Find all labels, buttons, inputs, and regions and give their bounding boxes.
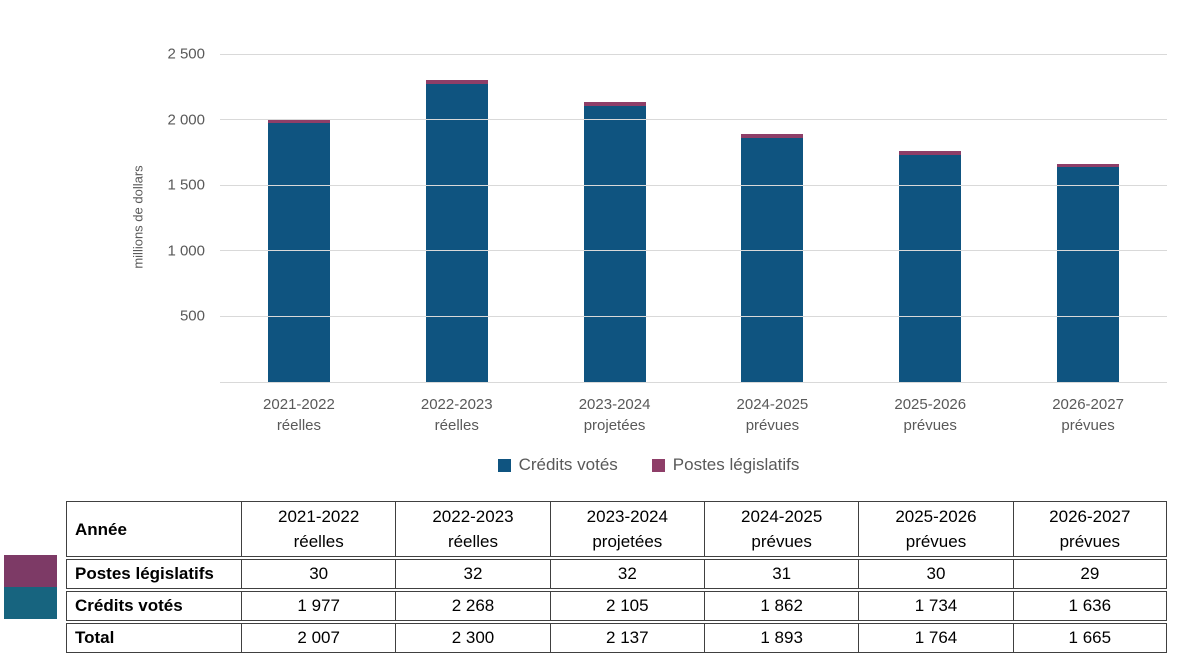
table-cell: 1 734 (858, 591, 1013, 621)
bar (741, 54, 804, 382)
bar-segment-postes_legislatifs (583, 101, 646, 106)
table-cell: 32 (549, 559, 704, 589)
legend-swatch-icon (497, 458, 511, 472)
y-tick-label: 2 000 (167, 111, 205, 129)
x-category-label: 2023-2024 projetées (578, 396, 651, 434)
table-cell: 2 137 (549, 623, 704, 653)
x-category-label: 2024-2025 prévues (736, 396, 809, 434)
bar-segment-postes_legislatifs (425, 80, 488, 85)
postes-legislatifs-swatch (4, 555, 57, 587)
y-tick-label: 2 500 (167, 45, 205, 63)
bar-segment-credits_votes (899, 154, 962, 382)
y-tick-label: 500 (179, 307, 205, 325)
table-row: Crédits votés 1 977 2 268 2 105 1 862 1 734 1 … (66, 591, 1167, 621)
table-cell: 30 (241, 559, 396, 589)
table-header-year: 2021-2022 réelles (241, 501, 396, 557)
x-axis-labels: 2021-2022 réelles 2022-2023 réelles 2023-202… (220, 394, 1167, 436)
table-cell: 30 (858, 559, 1013, 589)
bar (583, 54, 646, 382)
legend-item: Postes législatifs (651, 455, 800, 475)
table-row: Total 2 007 2 300 2 137 1 893 1 764 1 665 (66, 623, 1167, 653)
gridline (220, 250, 1167, 252)
bar-slot (536, 54, 694, 382)
table-row: Postes législatifs 30 32 32 31 30 29 (66, 559, 1167, 589)
table-cell: 2 105 (549, 591, 704, 621)
table-cell: 2 007 (241, 623, 396, 653)
bar-segment-credits_votes (267, 122, 330, 382)
table-cell: 29 (1012, 559, 1167, 589)
x-category-label: 2021-2022 réelles (263, 396, 335, 434)
table-cell: 31 (703, 559, 859, 589)
table-header-row: Année 2021-2022 réelles 2022-2023 réelles 202… (66, 501, 1167, 557)
credits-votes-swatch (4, 587, 57, 619)
bar-segment-postes_legislatifs (741, 133, 804, 138)
table-header-year: 2022-2023 réelles (395, 501, 550, 557)
table-cell: 1 893 (703, 623, 859, 653)
gridline (220, 184, 1167, 186)
table-cell: 1 764 (858, 623, 1013, 653)
data-table: Année 2021-2022 réelles 2022-2023 réelles 202… (66, 499, 1167, 655)
bar-segment-credits_votes (741, 137, 804, 382)
legend: Crédits votés Postes législatifs (130, 450, 1167, 480)
table-cell: 2 268 (395, 591, 550, 621)
plot-area (220, 53, 1167, 383)
table-row-label: Crédits votés (66, 591, 241, 621)
x-category-label: 2025-2026 prévues (894, 396, 967, 434)
table-cell: 1 862 (703, 591, 859, 621)
bar-slot (220, 54, 378, 382)
gridline (220, 381, 1167, 383)
y-tick-label: 1 000 (167, 242, 205, 260)
gridline (220, 315, 1167, 317)
table-header-year: 2024-2025 prévues (703, 501, 859, 557)
legend-item: Crédits votés (497, 455, 618, 475)
table-cell: 2 300 (395, 623, 550, 653)
table-cell: 32 (395, 559, 550, 589)
legend-label: Crédits votés (518, 455, 618, 474)
table-cell: 1 977 (241, 591, 396, 621)
legend-swatch-icon (651, 458, 665, 472)
bar (899, 54, 962, 382)
bar (267, 54, 330, 382)
bar-segment-credits_votes (583, 105, 646, 382)
bar-slot (1009, 54, 1167, 382)
table-header-year: 2023-2024 projetées (549, 501, 704, 557)
bar-segment-credits_votes (1057, 167, 1120, 382)
bar-segment-credits_votes (425, 84, 488, 382)
legend-label: Postes législatifs (672, 455, 800, 474)
bar-slot (851, 54, 1009, 382)
bar-segment-postes_legislatifs (267, 118, 330, 123)
table-header-year: 2026-2027 prévues (1012, 501, 1167, 557)
table-row-label: Total (66, 623, 241, 653)
bar-segment-postes_legislatifs (899, 150, 962, 155)
bars-row (220, 54, 1167, 382)
y-axis-labels: 2 500 2 000 1 500 1 000 500 (130, 46, 205, 382)
table-header-annee: Année (66, 501, 241, 557)
bar-slot (378, 54, 536, 382)
bar-slot (693, 54, 851, 382)
bar (1057, 54, 1120, 382)
table-row-label: Postes législatifs (66, 559, 241, 589)
table-cell: 1 636 (1012, 591, 1167, 621)
gridline (220, 53, 1167, 55)
x-category-label: 2026-2027 prévues (1052, 396, 1124, 434)
x-category-label: 2022-2023 réelles (420, 396, 493, 434)
bar-segment-postes_legislatifs (1057, 163, 1120, 168)
bar (425, 54, 488, 382)
table-header-year: 2025-2026 prévues (858, 501, 1013, 557)
table-cell: 1 665 (1012, 623, 1167, 653)
y-tick-label: 1 500 (167, 176, 205, 194)
gridline (220, 119, 1167, 121)
